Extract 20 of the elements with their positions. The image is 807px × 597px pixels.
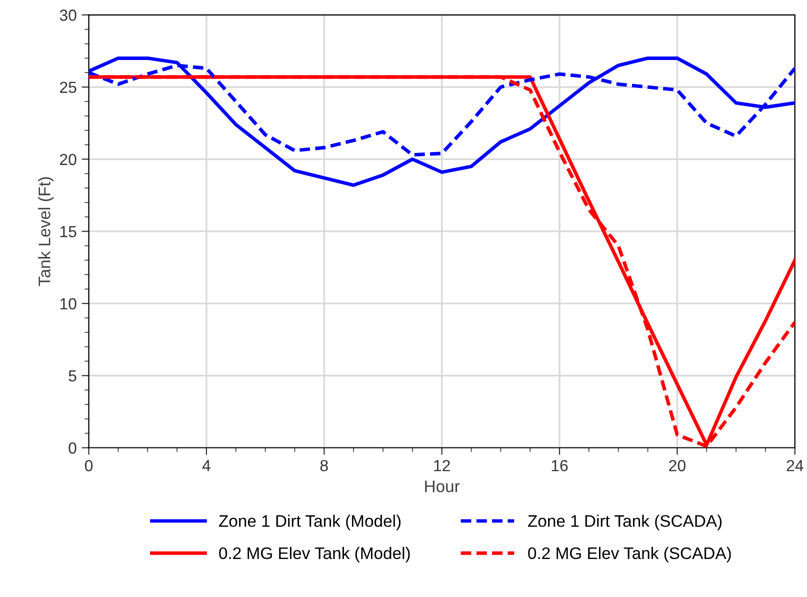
x-tick-label: 20 bbox=[669, 460, 686, 472]
legend-label: 0.2 MG Elev Tank (Model) bbox=[219, 546, 410, 562]
x-tick-label: 0 bbox=[84, 460, 93, 472]
x-tick-label: 16 bbox=[552, 460, 568, 472]
y-tick-label: 30 bbox=[60, 10, 76, 21]
x-tick-label: 12 bbox=[434, 460, 450, 472]
y-tick-label: 0 bbox=[68, 442, 76, 454]
legend-label: 0.2 MG Elev Tank (SCADA) bbox=[528, 546, 731, 562]
y-axis-title: Tank Level (Ft) bbox=[38, 177, 54, 286]
x-axis-title: Hour bbox=[425, 480, 460, 492]
x-tick-label: 8 bbox=[320, 460, 328, 472]
y-tick-label: 25 bbox=[60, 82, 76, 94]
x-tick-label: 24 bbox=[786, 460, 804, 472]
y-tick-label: 20 bbox=[60, 154, 76, 166]
y-tick-label: 15 bbox=[60, 226, 76, 238]
y-tick-label: 5 bbox=[68, 370, 76, 382]
legend-label: Zone 1 Dirt Tank (Model) bbox=[218, 514, 401, 530]
y-tick-label: 10 bbox=[60, 298, 76, 310]
x-tick-label: 4 bbox=[202, 460, 210, 472]
legend-label: Zone 1 Dirt Tank (SCADA) bbox=[528, 514, 722, 530]
